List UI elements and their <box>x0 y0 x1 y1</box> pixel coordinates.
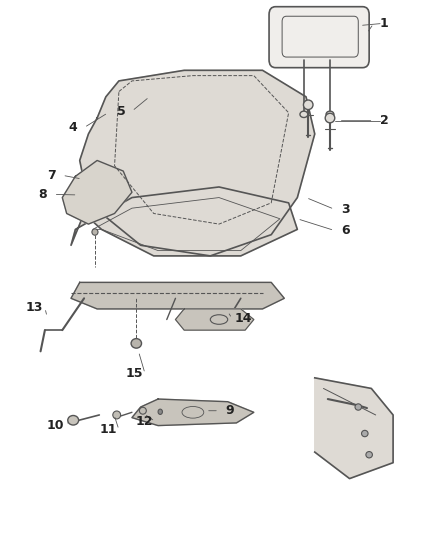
Polygon shape <box>71 282 284 309</box>
Polygon shape <box>132 399 254 425</box>
Text: 9: 9 <box>226 404 234 417</box>
Ellipse shape <box>326 111 334 117</box>
Text: 12: 12 <box>135 415 153 428</box>
Text: 11: 11 <box>99 423 117 437</box>
Polygon shape <box>71 187 297 256</box>
Polygon shape <box>176 309 254 330</box>
Ellipse shape <box>300 111 308 117</box>
Text: 10: 10 <box>47 419 64 432</box>
Ellipse shape <box>68 416 79 425</box>
Ellipse shape <box>158 409 162 415</box>
Text: 3: 3 <box>341 203 350 216</box>
FancyBboxPatch shape <box>269 7 369 68</box>
Ellipse shape <box>355 404 361 410</box>
Polygon shape <box>80 70 315 256</box>
Ellipse shape <box>139 407 146 414</box>
Text: 13: 13 <box>25 301 43 314</box>
Text: 5: 5 <box>117 104 125 118</box>
Text: 4: 4 <box>69 121 78 134</box>
Polygon shape <box>315 378 393 479</box>
Text: 6: 6 <box>341 224 350 237</box>
Text: 1: 1 <box>380 17 389 30</box>
Text: 14: 14 <box>234 312 252 325</box>
Ellipse shape <box>366 451 372 458</box>
Text: 8: 8 <box>39 188 47 201</box>
Text: 2: 2 <box>380 114 389 127</box>
Text: 15: 15 <box>125 367 143 380</box>
Ellipse shape <box>113 411 120 419</box>
Ellipse shape <box>131 338 141 348</box>
Ellipse shape <box>304 100 313 110</box>
Ellipse shape <box>361 430 368 437</box>
Ellipse shape <box>92 229 98 235</box>
Ellipse shape <box>325 114 335 123</box>
Text: 7: 7 <box>47 169 56 182</box>
Polygon shape <box>62 160 132 224</box>
